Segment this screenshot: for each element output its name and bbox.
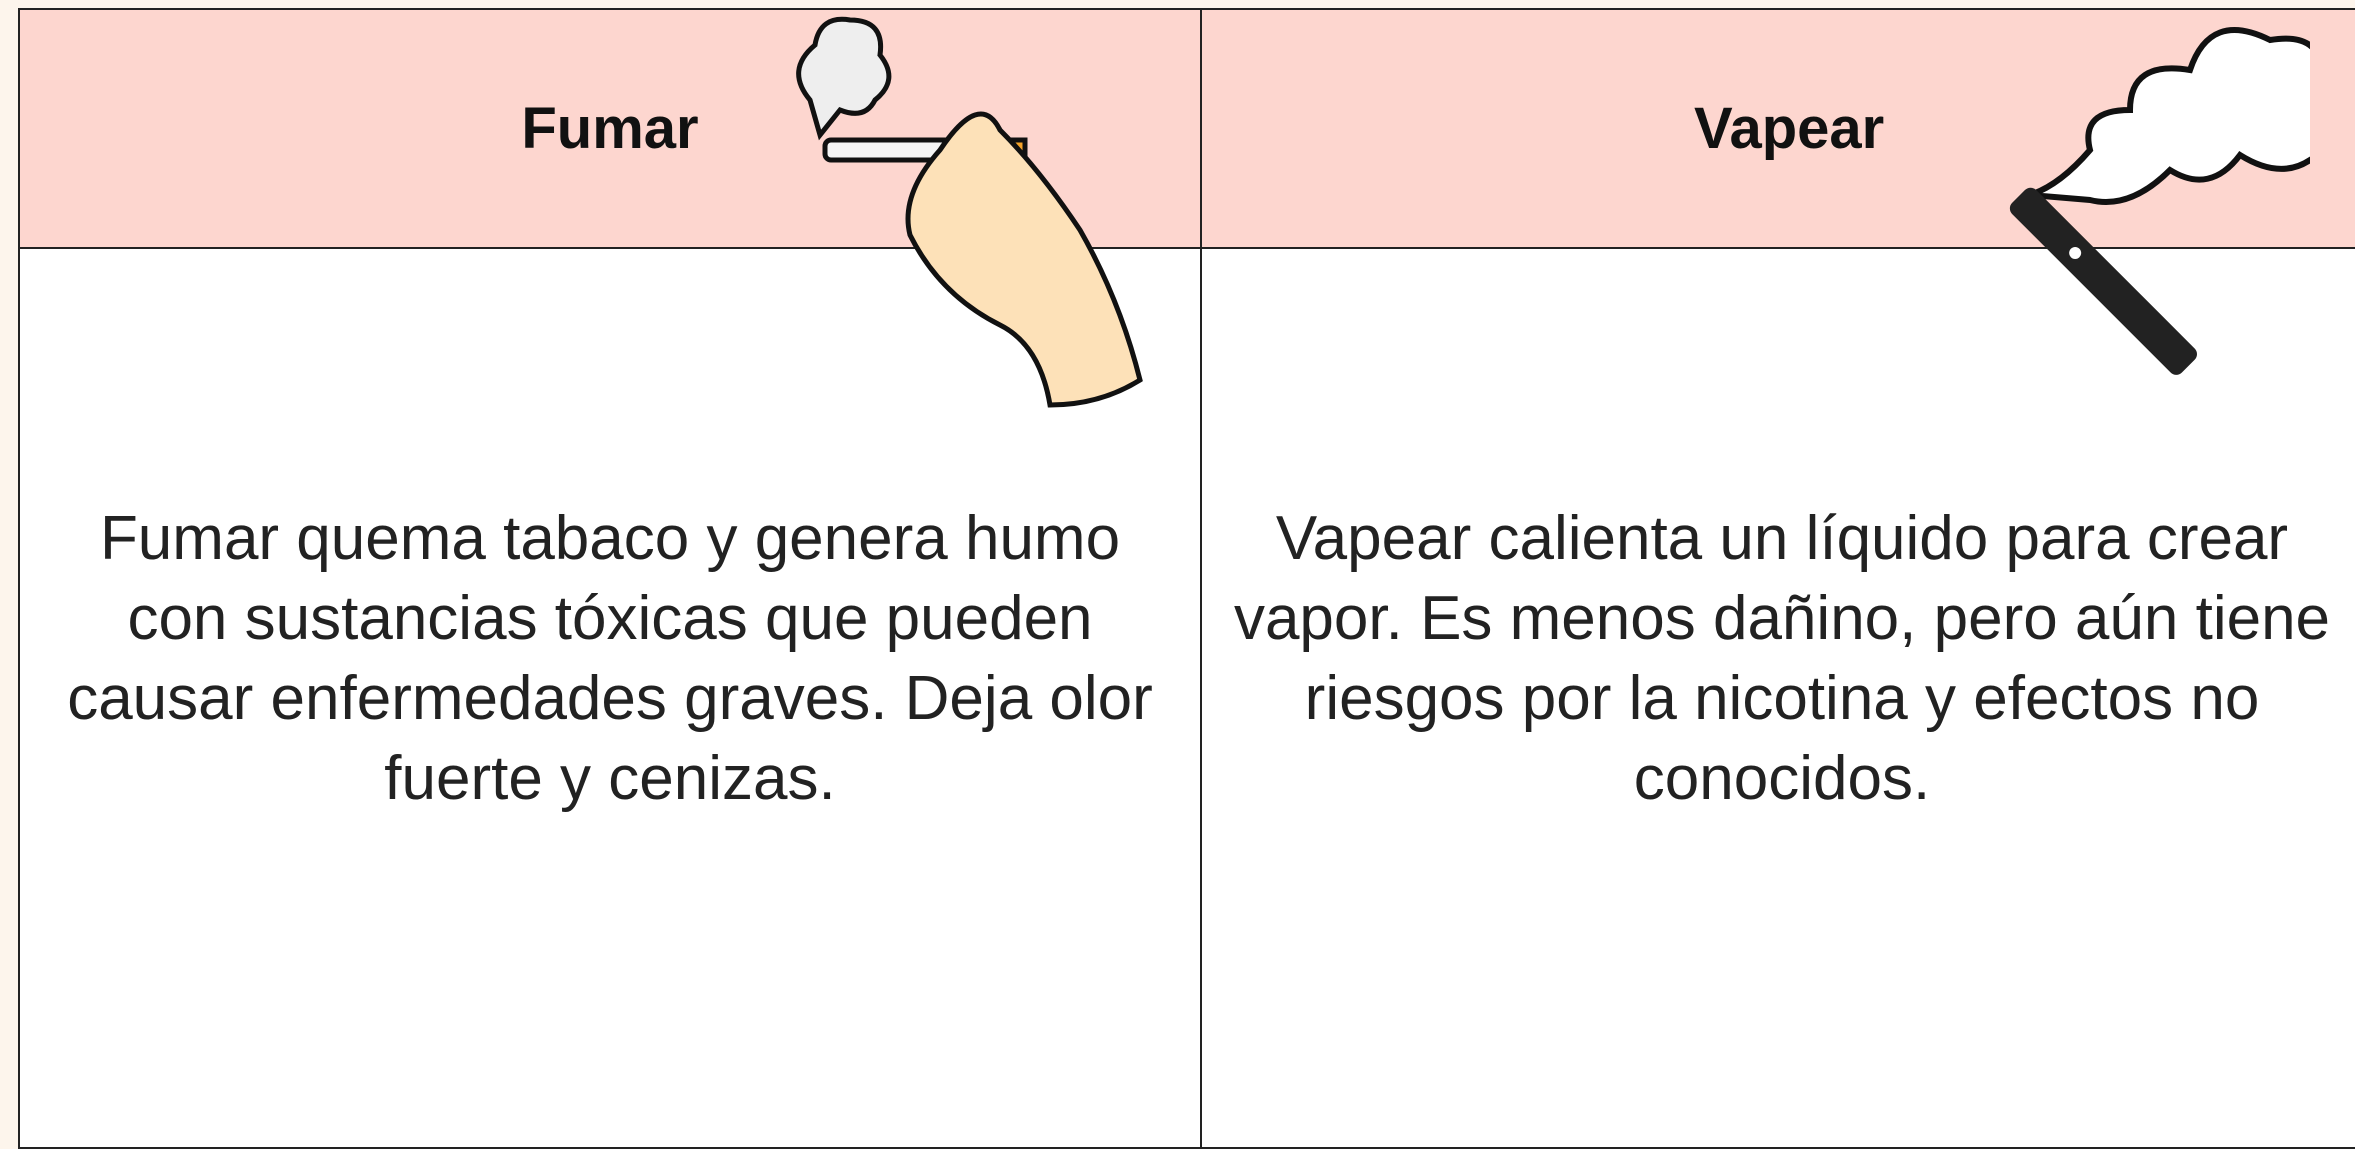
cigarette-icon — [796, 16, 1143, 408]
body-cell: Vapear calienta un líquido para crear va… — [1200, 249, 2355, 1149]
header-cell: Fumar — [18, 8, 1202, 249]
page: Fumar Vapear Fumar quema tabaco y genera… — [18, 8, 2355, 1149]
body-cell: Fumar quema tabaco y genera humo con sus… — [18, 249, 1202, 1149]
vape-icon — [2009, 27, 2310, 375]
comparison-table: Fumar Vapear Fumar quema tabaco y genera… — [18, 8, 2355, 1149]
header-text: Vapear — [1694, 96, 1885, 161]
header-text: Fumar — [521, 96, 699, 161]
cell-text: Vapear calienta un líquido para crear va… — [1233, 504, 2331, 813]
cell-text: Fumar quema tabaco y genera humo con sus… — [67, 504, 1153, 813]
